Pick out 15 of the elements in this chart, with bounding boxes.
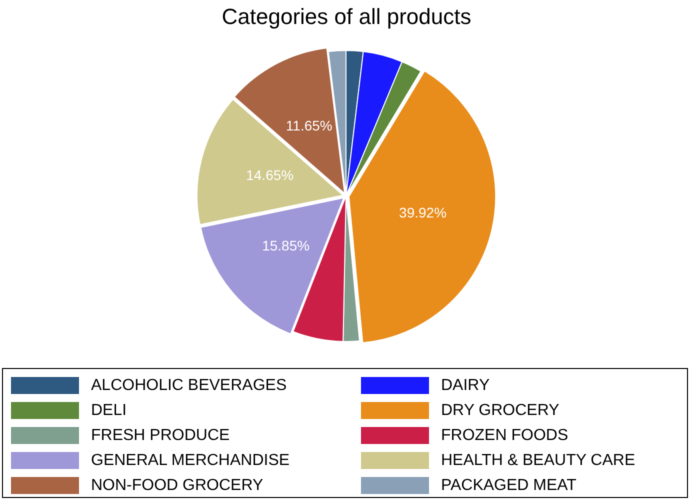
data-label: 39.92% xyxy=(399,204,447,220)
legend-label: DAIRY xyxy=(441,376,490,394)
data-label: 11.65% xyxy=(286,117,332,134)
data-label: 14.65% xyxy=(246,166,294,183)
legend-label: NON-FOOD GROCERY xyxy=(91,476,264,494)
legend-label: FROZEN FOODS xyxy=(441,426,568,444)
legend-label: GENERAL MERCHANDISE xyxy=(91,452,290,470)
legend-label: ALCOHOLIC BEVERAGES xyxy=(91,376,287,394)
chart-title: Categories of all products xyxy=(220,4,472,30)
legend-label: PACKAGED MEAT xyxy=(441,476,576,494)
legend-label: FRESH PRODUCE xyxy=(91,426,230,444)
data-label: 15.85% xyxy=(262,238,310,254)
legend-label: DELI xyxy=(91,402,127,420)
legend-label: DRY GROCERY xyxy=(441,402,560,420)
legend-label: HEALTH & BEAUTY CARE xyxy=(441,452,636,470)
